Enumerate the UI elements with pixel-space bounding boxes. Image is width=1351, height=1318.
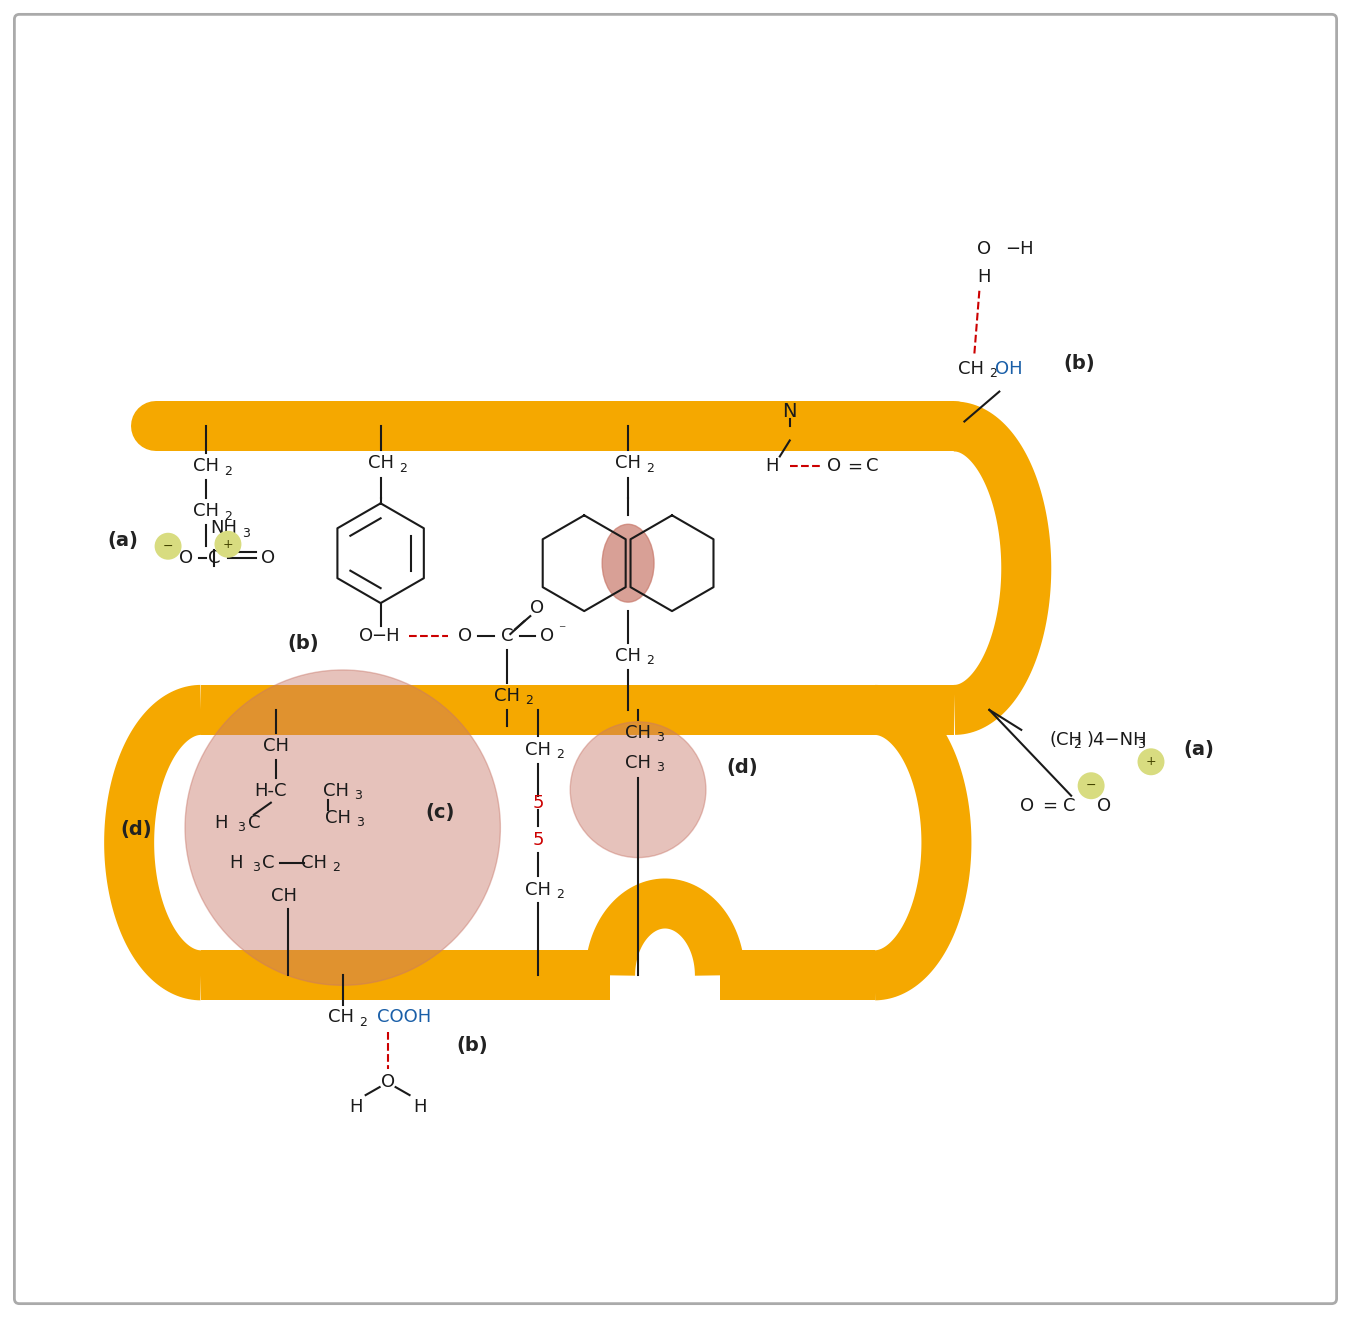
Text: CH: CH: [615, 647, 642, 666]
Text: CH: CH: [323, 782, 349, 800]
Text: =: =: [847, 457, 862, 476]
Text: 2: 2: [557, 888, 565, 902]
Text: (b): (b): [457, 1036, 488, 1054]
Text: 2: 2: [526, 695, 534, 708]
Text: O: O: [381, 1073, 394, 1091]
Text: 3: 3: [657, 731, 663, 745]
Text: CH: CH: [526, 741, 551, 759]
Text: 2: 2: [1073, 738, 1081, 751]
Text: 2: 2: [399, 461, 407, 474]
Text: ⁻: ⁻: [558, 623, 566, 637]
Text: CH: CH: [193, 502, 219, 521]
Text: +: +: [223, 538, 234, 551]
Text: C: C: [866, 457, 880, 476]
Text: O: O: [827, 457, 840, 476]
Text: O: O: [540, 627, 554, 645]
Text: 3: 3: [657, 762, 663, 774]
Text: (b): (b): [286, 634, 319, 652]
Text: CH: CH: [301, 854, 327, 871]
Text: C: C: [247, 813, 261, 832]
Text: O: O: [977, 240, 992, 258]
Text: O: O: [1020, 796, 1035, 815]
Text: CH: CH: [270, 887, 297, 904]
Text: C: C: [208, 550, 220, 567]
Text: 3: 3: [242, 527, 250, 540]
Text: CH: CH: [615, 455, 642, 472]
Text: CH: CH: [526, 880, 551, 899]
Text: (b): (b): [1063, 355, 1094, 373]
Text: O: O: [458, 627, 473, 645]
Text: CH: CH: [626, 754, 651, 772]
Text: C: C: [501, 627, 513, 645]
Text: CH: CH: [328, 1008, 354, 1027]
Text: 2: 2: [332, 861, 339, 874]
Text: H: H: [230, 854, 243, 871]
Text: 2: 2: [646, 655, 654, 667]
Text: −H: −H: [372, 627, 400, 645]
Text: 5: 5: [532, 830, 544, 849]
Text: (CH: (CH: [1050, 730, 1082, 749]
Text: H: H: [349, 1098, 362, 1116]
Text: (d): (d): [725, 758, 758, 778]
Text: CH: CH: [263, 737, 289, 755]
Text: (c): (c): [426, 803, 455, 822]
Text: =: =: [1042, 796, 1056, 815]
Text: 3: 3: [1138, 738, 1144, 751]
Text: )4−NH: )4−NH: [1086, 730, 1147, 749]
Ellipse shape: [603, 525, 654, 602]
Text: 3: 3: [251, 861, 259, 874]
Text: O: O: [1097, 796, 1111, 815]
Text: 2: 2: [989, 368, 997, 380]
Text: 5: 5: [532, 793, 544, 812]
Text: CH: CH: [367, 455, 393, 472]
Text: NH: NH: [211, 519, 238, 538]
Text: C: C: [262, 854, 274, 871]
Text: CH: CH: [958, 360, 985, 378]
Text: −: −: [1086, 779, 1097, 792]
Text: 3: 3: [355, 816, 363, 829]
Text: H: H: [978, 268, 992, 286]
Text: +: +: [1146, 755, 1156, 768]
Text: CH: CH: [626, 724, 651, 742]
Circle shape: [1078, 772, 1105, 799]
Text: 2: 2: [359, 1016, 366, 1029]
Text: N: N: [782, 402, 797, 420]
Text: −: −: [163, 540, 173, 552]
Text: C: C: [1063, 796, 1075, 815]
Text: 3: 3: [236, 821, 245, 834]
Text: 2: 2: [646, 461, 654, 474]
Text: H: H: [765, 457, 778, 476]
Text: OH: OH: [996, 360, 1023, 378]
Text: (a): (a): [1183, 741, 1215, 759]
Text: 2: 2: [557, 749, 565, 762]
Text: 3: 3: [354, 789, 362, 803]
Text: (d): (d): [120, 820, 151, 840]
Text: COOH: COOH: [377, 1008, 432, 1027]
Circle shape: [185, 670, 500, 986]
Text: H-C: H-C: [254, 782, 288, 800]
Text: H: H: [413, 1098, 427, 1116]
Circle shape: [1138, 749, 1165, 775]
Circle shape: [154, 532, 181, 560]
Text: H: H: [215, 813, 228, 832]
Circle shape: [570, 722, 707, 858]
Text: CH: CH: [324, 809, 351, 826]
Circle shape: [215, 531, 242, 558]
Text: CH: CH: [494, 687, 520, 705]
Text: CH: CH: [193, 457, 219, 476]
Text: O: O: [261, 550, 274, 567]
Text: −H: −H: [1005, 240, 1034, 258]
Text: O: O: [178, 550, 193, 567]
Text: 2: 2: [224, 510, 232, 523]
Text: O: O: [358, 627, 373, 645]
Text: 2: 2: [224, 465, 232, 478]
Text: O: O: [530, 600, 544, 617]
Text: (a): (a): [108, 531, 139, 550]
